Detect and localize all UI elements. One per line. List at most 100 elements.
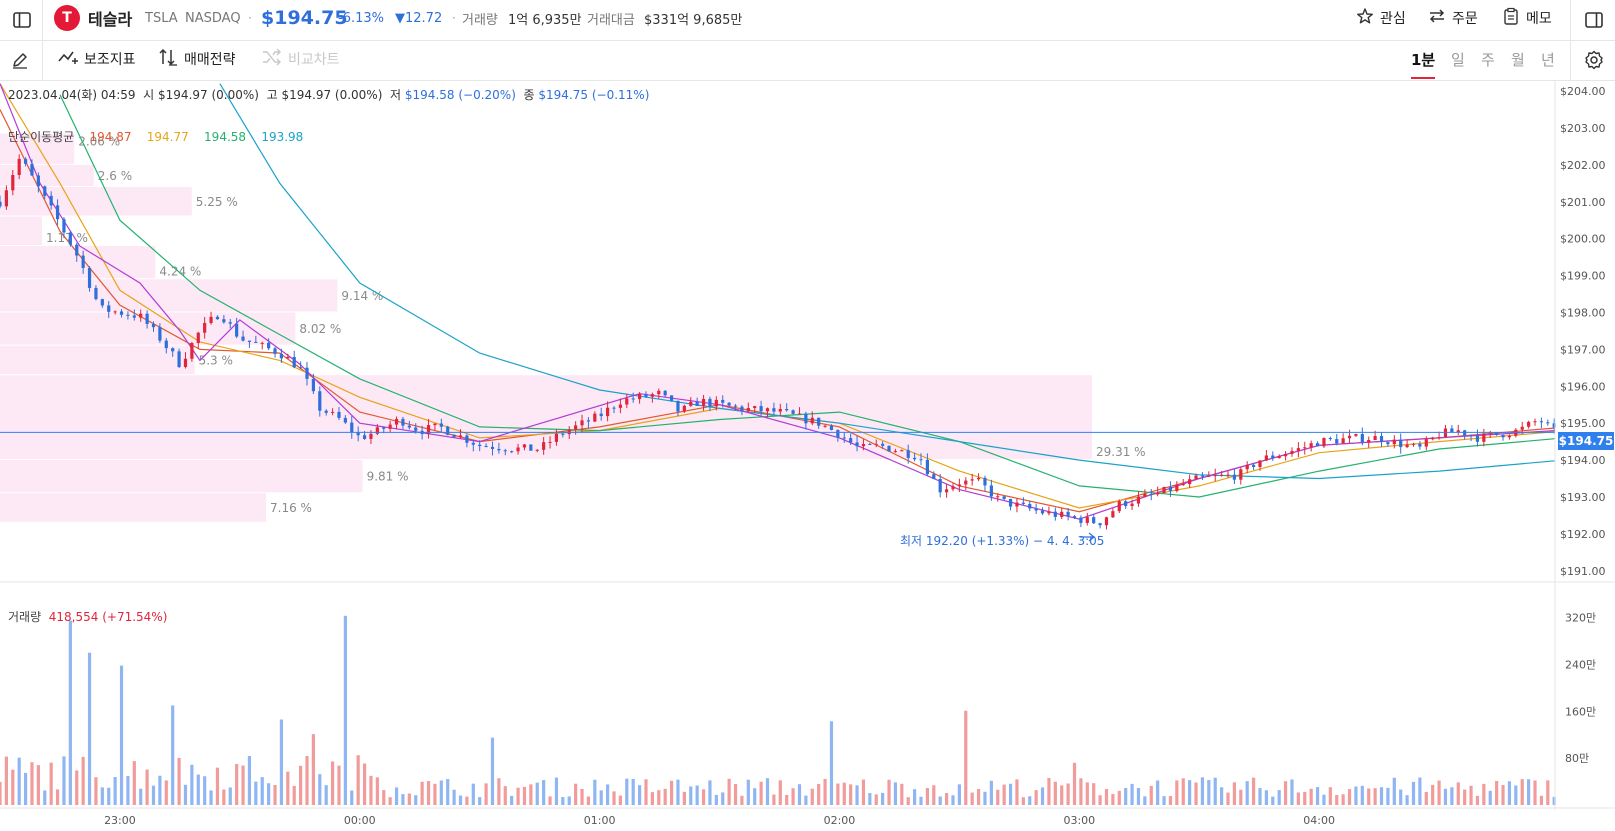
low-value: $194.58 (−0.20%) xyxy=(404,88,516,102)
candle-body xyxy=(1226,474,1230,476)
period-tab-day[interactable]: 일 xyxy=(1451,50,1465,69)
volume-bar xyxy=(151,785,156,805)
volume-bar xyxy=(919,796,923,805)
candle-body xyxy=(516,447,520,452)
amount-label: 거래대금 xyxy=(587,12,635,28)
volume-bar xyxy=(1347,789,1352,805)
volume-bar xyxy=(1021,797,1025,805)
volume-bar xyxy=(868,793,872,805)
ma-legend[interactable]: 단순이동평균 194.87 194.77 194.58 193.98 xyxy=(8,128,303,145)
price-axis-tick: $200.00 xyxy=(1560,233,1606,246)
volume-bar xyxy=(1411,781,1416,805)
open-value: $194.97 (0.00%) xyxy=(158,88,259,102)
candle-body xyxy=(1251,464,1256,467)
candle-body xyxy=(414,427,418,431)
candle-body xyxy=(1456,430,1460,433)
candle-body xyxy=(753,406,757,409)
volume-bar xyxy=(1245,781,1249,805)
candle-body xyxy=(1315,443,1320,447)
candle-body xyxy=(87,267,92,288)
volume-bar xyxy=(55,789,60,805)
memo-button[interactable]: 메모 xyxy=(1502,0,1552,36)
candle-body xyxy=(1533,421,1537,423)
candle-body xyxy=(631,398,635,400)
candle-body xyxy=(1488,432,1492,434)
candle-body xyxy=(663,390,667,396)
indicator-button[interactable]: 보조지표 xyxy=(58,40,136,78)
price-chart[interactable]: 2.06 % 2.6 % 5.25 % 1.17 % 4.24 % 9.14 % 8.02 … xyxy=(0,80,1615,831)
volume-bar xyxy=(765,778,770,805)
volume-bar xyxy=(1207,780,1211,805)
compare-button[interactable]: 비교차트 xyxy=(262,40,340,78)
period-tab-year[interactable]: 년 xyxy=(1541,50,1555,69)
candle-body xyxy=(1469,435,1473,437)
candle-body xyxy=(1437,437,1441,439)
candle-body xyxy=(599,413,603,417)
candle-body xyxy=(68,232,72,245)
volume-bar xyxy=(1040,787,1045,805)
volume-bar xyxy=(778,780,782,805)
volume-bar xyxy=(708,780,712,805)
volume-bar xyxy=(1283,781,1288,805)
candle-body xyxy=(1053,511,1057,517)
period-tab-week[interactable]: 주 xyxy=(1481,50,1495,69)
volume-bar xyxy=(1181,778,1185,805)
ma-line xyxy=(0,83,1556,509)
price-axis-tick: $191.00 xyxy=(1560,565,1606,578)
strategy-button[interactable]: 매매전략 xyxy=(158,40,236,78)
ma-legend-label: 단순이동평균 xyxy=(8,130,75,144)
volume-bar xyxy=(1149,785,1153,805)
candle-body xyxy=(714,399,718,407)
price-axis-tick: $202.00 xyxy=(1560,159,1606,172)
candle-body xyxy=(938,478,942,493)
candle-body xyxy=(804,413,808,424)
candle-body xyxy=(1258,460,1262,467)
volume-bar xyxy=(426,781,431,805)
candle-body xyxy=(1028,503,1032,509)
volume-bar xyxy=(849,784,853,805)
candle-body xyxy=(183,358,188,367)
candle-body xyxy=(1309,443,1313,448)
volume-bar xyxy=(465,796,469,805)
volume-axis-tick: 240만 xyxy=(1565,658,1596,671)
volume-bar xyxy=(1367,788,1371,805)
candle-body xyxy=(401,418,405,426)
open-label: 시 xyxy=(143,88,155,102)
order-button[interactable]: 주문 xyxy=(1428,0,1478,36)
candle-body xyxy=(548,441,552,443)
volume-bar xyxy=(36,765,40,805)
volume-bar xyxy=(1495,781,1499,805)
volume-profile-bar xyxy=(0,164,94,187)
right-panel-toggle-icon[interactable] xyxy=(1580,6,1608,34)
candle-body xyxy=(1360,434,1364,443)
volume-bar xyxy=(689,786,693,805)
candle-body xyxy=(356,432,360,436)
candle-body xyxy=(484,446,488,448)
volume-profile-label: 1.17 % xyxy=(46,231,88,245)
watch-button[interactable]: 관심 xyxy=(1356,0,1406,36)
candle-body xyxy=(1520,426,1524,430)
volume-bar xyxy=(324,785,328,805)
period-tab-1m[interactable]: 1분 xyxy=(1411,50,1436,69)
candle-body xyxy=(913,457,917,460)
settings-gear-icon[interactable] xyxy=(1580,46,1608,74)
candle-body xyxy=(286,356,290,359)
volume-profile-bar xyxy=(0,345,195,375)
volume-bar xyxy=(644,779,648,805)
candle-body xyxy=(1008,498,1013,507)
volume-bar xyxy=(906,797,910,805)
period-tab-month[interactable]: 월 xyxy=(1511,50,1525,69)
candle-body xyxy=(1239,469,1243,480)
candle-body xyxy=(535,449,539,451)
candle-body xyxy=(1399,439,1403,448)
candle-body xyxy=(1047,511,1051,514)
candle-body xyxy=(951,486,955,490)
draw-pencil-icon[interactable] xyxy=(6,46,34,74)
candle-body xyxy=(471,442,475,445)
sidebar-toggle-icon[interactable] xyxy=(8,6,36,34)
candle-body xyxy=(682,405,686,412)
volume-bar xyxy=(401,794,405,805)
candle-body xyxy=(1207,475,1211,477)
candle-body xyxy=(452,434,456,438)
volume-bar xyxy=(701,789,706,805)
